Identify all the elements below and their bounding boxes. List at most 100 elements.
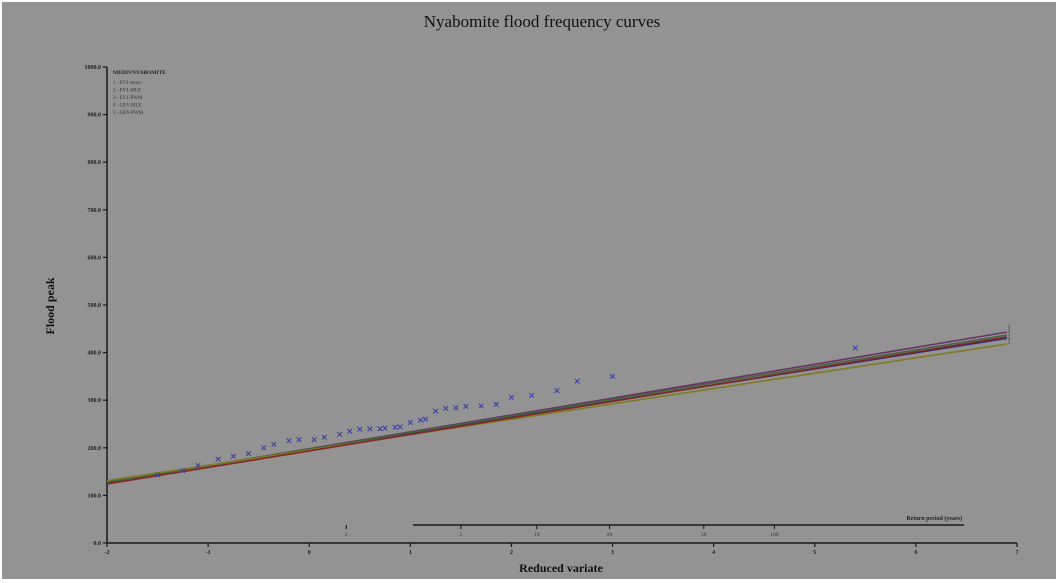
observation-point bbox=[609, 373, 616, 380]
observation-point bbox=[154, 472, 161, 478]
x-tick-label: 5 bbox=[813, 550, 816, 556]
observation-mark-b bbox=[321, 434, 328, 441]
observation-mark-b bbox=[311, 437, 317, 443]
observation-mark-b bbox=[336, 431, 343, 438]
x-tick-label: -1 bbox=[206, 550, 211, 556]
y-tick-label: 900.0 bbox=[88, 113, 102, 119]
observation-mark-b bbox=[367, 426, 373, 432]
legend-entry: 2 - EV1-MLE bbox=[113, 89, 141, 94]
observation-mark-b bbox=[397, 424, 403, 430]
observation-mark-b bbox=[852, 345, 858, 351]
y-axis-ticks: 0.0 100.0 200.0 300.0 400.0 500.0 600.0 700.0 80… bbox=[85, 65, 107, 547]
observation-mark-b bbox=[180, 467, 186, 474]
observation-point bbox=[574, 378, 580, 384]
observation-point bbox=[392, 424, 398, 431]
return-period-tick-label: 2 bbox=[345, 532, 348, 538]
x-axis-ticks: -2 -1 0 1 2 3 4 5 6 7 bbox=[105, 543, 1019, 556]
y-tick-label: 100.0 bbox=[88, 493, 102, 499]
x-tick-label: 6 bbox=[914, 550, 917, 556]
fitted-curves bbox=[106, 331, 1008, 485]
x-tick-label: -2 bbox=[105, 550, 110, 556]
observation-point bbox=[377, 426, 383, 432]
observation-mark-b bbox=[382, 425, 388, 431]
x-axis-label: Reduced variate bbox=[519, 561, 603, 575]
y-axis-label: Flood peak bbox=[43, 277, 57, 334]
observation-point bbox=[382, 425, 388, 431]
legend-entry: 5 - GEV-PWM bbox=[113, 111, 144, 116]
legend-entry: 4 - GEV-MLE bbox=[113, 104, 142, 109]
observation-point bbox=[478, 403, 484, 409]
y-tick-label: 200.0 bbox=[88, 446, 102, 452]
x-tick-label: 4 bbox=[712, 550, 715, 556]
observation-point bbox=[463, 403, 469, 410]
y-tick-label: 300.0 bbox=[88, 398, 102, 404]
observation-mark-b bbox=[346, 428, 353, 434]
return-period-axis: Return period (years) 2 5 10 20 50 100 bbox=[345, 515, 964, 538]
x-tick-label: 2 bbox=[510, 550, 513, 556]
observation-point bbox=[367, 426, 373, 432]
x-tick-label: 0 bbox=[308, 550, 311, 556]
observation-point bbox=[422, 416, 429, 422]
observation-point bbox=[407, 419, 414, 426]
curve-end-label: 1 bbox=[1008, 325, 1011, 330]
observation-mark-b bbox=[453, 405, 459, 411]
observation-mark-b bbox=[392, 424, 398, 431]
x-tick-label: 3 bbox=[611, 550, 614, 556]
observation-point bbox=[554, 387, 560, 394]
observation-point bbox=[357, 426, 363, 432]
y-tick-label: 400.0 bbox=[88, 351, 102, 357]
observation-point bbox=[432, 408, 439, 414]
observation-point bbox=[296, 437, 302, 443]
observation-point bbox=[443, 405, 449, 411]
return-period-axis-label: Return period (years) bbox=[906, 515, 962, 522]
observation-mark-b bbox=[528, 392, 535, 399]
observation-point bbox=[453, 405, 459, 411]
observation-mark-b bbox=[377, 426, 383, 432]
observation-mark-b bbox=[443, 405, 449, 411]
observation-point bbox=[417, 417, 424, 423]
observation-mark-b bbox=[357, 426, 363, 432]
observation-mark-b bbox=[407, 419, 414, 426]
observation-mark-b bbox=[422, 416, 429, 422]
return-period-tick-label: 5 bbox=[460, 532, 463, 538]
legend-entry: 3 - EV1-PWM bbox=[113, 96, 143, 101]
legend: MEDIVNYABOMITE 1 - EV1-mom 2 - EV1-MLE 3 -… bbox=[113, 70, 166, 116]
x-tick-label: 1 bbox=[409, 550, 412, 556]
observation-mark-b bbox=[271, 441, 277, 448]
observation-mark-b bbox=[230, 453, 237, 460]
y-tick-label: 800.0 bbox=[88, 160, 102, 166]
y-tick-label: 1000.0 bbox=[85, 65, 102, 71]
observed-points bbox=[154, 345, 858, 478]
y-tick-label: 500.0 bbox=[88, 303, 102, 309]
y-tick-label: 700.0 bbox=[88, 208, 102, 214]
observation-point bbox=[493, 401, 499, 408]
observation-mark-b bbox=[463, 403, 469, 410]
observation-point bbox=[336, 431, 343, 438]
observation-mark-b bbox=[286, 437, 292, 444]
observation-point bbox=[230, 453, 237, 460]
observation-point bbox=[286, 437, 292, 444]
curve-end-label: 2 bbox=[1008, 329, 1011, 334]
observation-point bbox=[528, 392, 535, 399]
observation-mark-b bbox=[261, 445, 267, 451]
return-period-tick-label: 20 bbox=[607, 532, 613, 538]
observation-mark-b bbox=[195, 462, 201, 469]
legend-entry: 1 - EV1-mom bbox=[113, 81, 141, 86]
return-period-tick-label: 100 bbox=[770, 532, 779, 538]
curve-end-label: 5 bbox=[1008, 341, 1011, 346]
chart-title: Nyabomite flood frequency curves bbox=[424, 12, 661, 31]
observation-point bbox=[321, 434, 328, 441]
observation-mark-b bbox=[574, 378, 580, 384]
observation-mark-b bbox=[154, 472, 161, 478]
return-period-tick-label: 10 bbox=[534, 532, 540, 538]
curve-end-label: 4 bbox=[1008, 337, 1011, 342]
observation-mark-b bbox=[609, 373, 616, 380]
observation-point bbox=[180, 467, 186, 474]
legend-title: MEDIVNYABOMITE bbox=[113, 70, 166, 76]
observation-point bbox=[195, 462, 201, 469]
observation-point bbox=[271, 441, 277, 448]
y-tick-label: 600.0 bbox=[88, 255, 102, 261]
curve-line bbox=[106, 343, 1008, 482]
